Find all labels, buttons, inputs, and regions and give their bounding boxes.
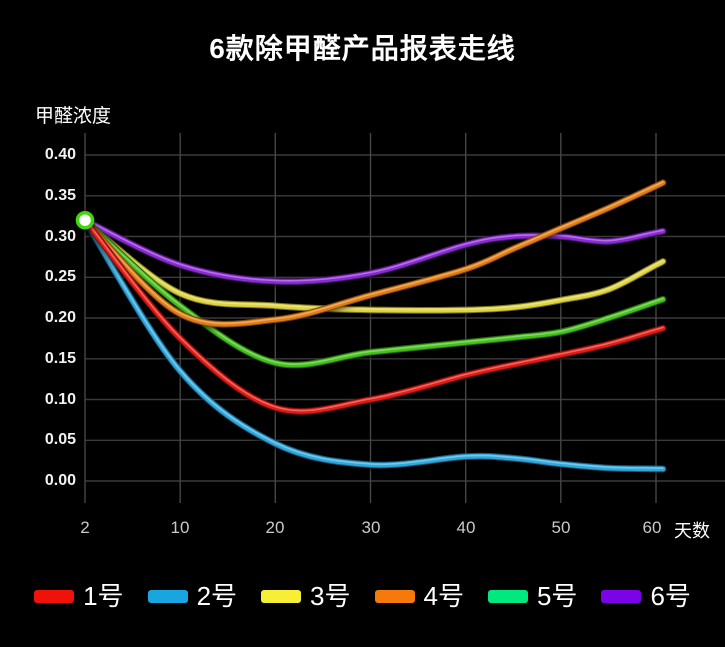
- x-tick-label: 10: [170, 518, 190, 537]
- legend-swatch: [374, 589, 415, 603]
- x-tick-label: 30: [361, 518, 381, 537]
- series-line-1号: [81, 216, 667, 415]
- series-line-3号: [81, 216, 667, 314]
- series-line-4号: [81, 179, 667, 328]
- legend-item-1: 1号: [34, 581, 124, 611]
- series-lines: [81, 179, 667, 473]
- y-tick-label: 0.00: [44, 472, 76, 489]
- series-line-6号: [81, 216, 667, 285]
- legend-item-6: 6号: [601, 581, 691, 611]
- y-tick-label: 0.20: [44, 309, 76, 326]
- legend-label: 1号: [83, 581, 124, 611]
- legend-label: 6号: [650, 581, 691, 611]
- legend-item-4: 4号: [374, 581, 464, 611]
- y-tick-label: 0.30: [44, 228, 76, 245]
- x-tick-label: 50: [551, 518, 571, 537]
- x-tick-label: 2: [80, 518, 90, 537]
- x-tick-label: 40: [456, 518, 476, 537]
- legend-swatch: [261, 589, 302, 603]
- x-tick-label: 20: [265, 518, 285, 537]
- y-tick-label: 0.10: [44, 391, 76, 408]
- grid-lines: [84, 133, 725, 503]
- y-tick-label: 0.35: [44, 187, 76, 204]
- legend-item-2: 2号: [147, 581, 238, 611]
- legend-swatch: [601, 589, 642, 603]
- legend-swatch: [34, 589, 75, 603]
- legend: 1号 2号 3号 4号 5号 6号: [0, 581, 725, 611]
- legend-label: 3号: [310, 581, 351, 611]
- x-tick-label: 60: [642, 518, 662, 537]
- y-tick-label: 0.15: [44, 350, 76, 367]
- y-tick-label: 0.05: [44, 431, 76, 448]
- chart-title: 6款除甲醛产品报表走线: [209, 33, 516, 64]
- legend-swatch: [147, 589, 188, 603]
- x-axis-unit-label: 天数: [674, 521, 710, 541]
- legend-label: 2号: [196, 581, 238, 611]
- legend-item-3: 3号: [261, 581, 351, 611]
- legend-item-5: 5号: [487, 581, 578, 611]
- y-axis-label: 甲醛浓度: [35, 106, 112, 127]
- series-line-2号: [81, 216, 667, 473]
- y-tick-label: 0.40: [44, 146, 76, 163]
- start-point-marker: [75, 210, 95, 230]
- legend-label: 4号: [423, 581, 464, 611]
- legend-label: 5号: [536, 581, 578, 611]
- legend-swatch: [487, 589, 528, 603]
- y-tick-label: 0.25: [44, 268, 76, 285]
- start-marker: [75, 210, 95, 230]
